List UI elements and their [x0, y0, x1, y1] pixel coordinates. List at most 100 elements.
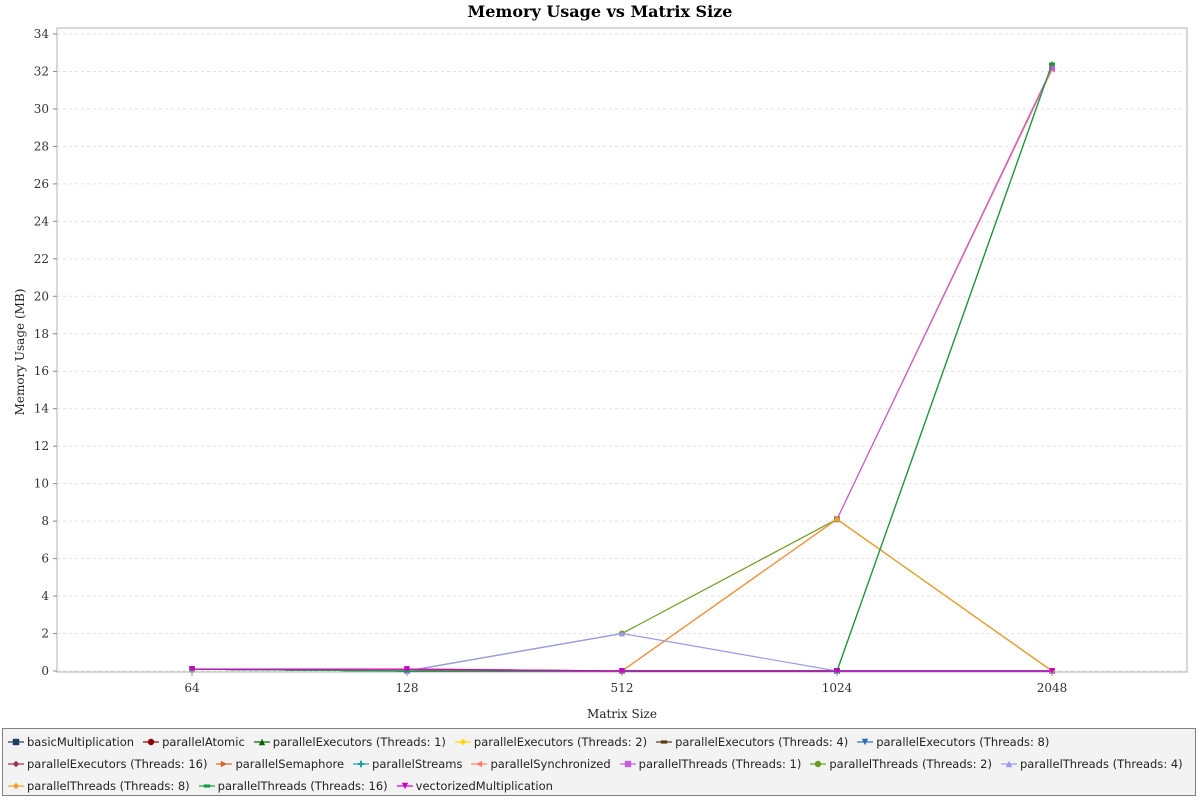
- x-tick-label: 2048: [1037, 681, 1068, 695]
- x-tick-label: 1024: [822, 681, 853, 695]
- series-group: [189, 666, 1055, 674]
- y-tick-label: 12: [34, 439, 49, 453]
- data-point: [401, 782, 408, 790]
- legend-label: parallelExecutors (Threads: 16): [27, 757, 208, 771]
- series-lines: [189, 60, 1055, 674]
- legend-label: parallelSemaphore: [235, 757, 345, 771]
- legend-label: parallelThreads (Threads: 8): [27, 779, 190, 793]
- chart-legend: basicMultiplication parallelAtomic paralle…: [2, 728, 1196, 796]
- legend-swatch: [253, 738, 270, 746]
- legend-swatch: [8, 782, 24, 790]
- legend-swatch: [8, 760, 24, 768]
- data-point: [12, 760, 20, 768]
- y-tick-label: 22: [34, 252, 49, 266]
- legend-item: parallelExecutors (Threads: 1): [253, 735, 446, 749]
- legend-label: parallelThreads (Threads: 2): [829, 757, 992, 771]
- legend-swatch: [216, 760, 233, 768]
- y-tick-label: 34: [34, 27, 50, 41]
- x-tick-label: 128: [396, 681, 419, 695]
- legend-swatch: [857, 738, 874, 746]
- data-point: [476, 760, 483, 768]
- data-point: [834, 668, 840, 674]
- legend-label: parallelThreads (Threads: 4): [1019, 757, 1183, 771]
- y-axis-label: Memory Usage (MB): [13, 289, 27, 416]
- data-point: [1049, 668, 1055, 674]
- legend-label: parallelSynchronized: [490, 757, 611, 771]
- legend-row: parallelThreads (Threads: 8) parallelThre…: [7, 775, 1191, 797]
- legend-item: parallelSemaphore: [215, 757, 344, 771]
- data-point: [12, 738, 20, 746]
- x-tick-label: 512: [611, 681, 634, 695]
- legend-item: parallelThreads (Threads: 2): [809, 757, 992, 771]
- data-point: [1005, 760, 1013, 768]
- legend-label: parallelExecutors (Threads: 1): [272, 735, 446, 749]
- legend-swatch: [198, 784, 215, 788]
- data-point: [258, 738, 265, 746]
- data-point: [203, 784, 210, 788]
- y-tick-label: 8: [41, 514, 49, 528]
- legend-swatch: [454, 738, 471, 746]
- y-tick-label: 18: [34, 327, 49, 341]
- legend-label: basicMultiplication: [27, 735, 135, 749]
- y-tick-label: 10: [34, 477, 49, 491]
- data-point: [404, 666, 410, 673]
- legend-swatch: [619, 760, 636, 768]
- data-point: [815, 760, 822, 768]
- y-tick-label: 32: [34, 64, 49, 78]
- legend-label: parallelThreads (Threads: 1): [638, 757, 802, 771]
- plot-area: [56, 27, 1188, 673]
- y-tick-label: 28: [34, 139, 49, 153]
- y-tick-label: 16: [34, 364, 49, 378]
- legend-label: parallelStreams: [372, 757, 463, 771]
- data-point: [1049, 62, 1055, 66]
- data-point: [357, 760, 365, 768]
- legend-label: parallelExecutors (Threads: 4): [675, 735, 849, 749]
- y-tick-label: 0: [41, 664, 49, 678]
- y-tick-label: 26: [34, 177, 49, 191]
- legend-swatch: [471, 760, 488, 768]
- data-point: [459, 738, 467, 746]
- data-point: [147, 738, 155, 746]
- y-tick-label: 24: [34, 214, 50, 228]
- data-point: [619, 668, 625, 674]
- x-tick-label: 64: [184, 681, 200, 695]
- legend-item: parallelThreads (Threads: 1): [619, 757, 802, 771]
- legend-swatch: [353, 760, 370, 768]
- legend-item: parallelExecutors (Threads: 2): [454, 735, 647, 749]
- legend-item: parallelExecutors (Threads: 4): [655, 735, 848, 749]
- legend-label: parallelThreads (Threads: 16): [217, 779, 388, 793]
- legend-swatch: [8, 738, 24, 746]
- legend-row: basicMultiplication parallelAtomic paralle…: [7, 731, 1191, 753]
- y-tick-label: 2: [41, 627, 49, 641]
- legend-row: parallelExecutors (Threads: 16) parallelS…: [7, 753, 1191, 775]
- legend-item: parallelThreads (Threads: 16): [198, 779, 388, 793]
- data-point: [834, 516, 840, 523]
- chart-title: Memory Usage vs Matrix Size: [468, 2, 733, 21]
- legend-item: parallelExecutors (Threads: 8): [856, 735, 1049, 749]
- legend-label: parallelExecutors (Threads: 8): [876, 735, 1050, 749]
- data-point: [862, 738, 869, 746]
- chart-canvas: Memory Usage vs Matrix Size 024681012141…: [13, 2, 1188, 721]
- legend-label: vectorizedMultiplication: [415, 779, 553, 793]
- legend-item: parallelExecutors (Threads: 16): [7, 757, 207, 771]
- data-point: [624, 760, 631, 768]
- legend-label: parallelAtomic: [162, 735, 245, 749]
- data-point: [619, 630, 625, 637]
- legend-label: parallelExecutors (Threads: 2): [473, 735, 648, 749]
- legend-swatch: [396, 782, 413, 790]
- data-point: [660, 740, 668, 744]
- legend-item: parallelThreads (Threads: 8): [7, 779, 190, 793]
- legend-item: parallelStreams: [352, 757, 462, 771]
- legend-swatch: [143, 738, 160, 746]
- y-tick-label: 4: [41, 589, 49, 603]
- legend-item: parallelThreads (Threads: 4): [1000, 757, 1183, 771]
- legend-item: basicMultiplication: [7, 735, 134, 749]
- legend-swatch: [810, 760, 827, 768]
- data-point: [189, 666, 195, 673]
- legend-swatch: [656, 740, 673, 744]
- legend-item: parallelAtomic: [142, 735, 245, 749]
- data-point: [221, 760, 228, 768]
- y-tick-label: 6: [41, 552, 49, 566]
- y-tick-label: 20: [34, 289, 49, 303]
